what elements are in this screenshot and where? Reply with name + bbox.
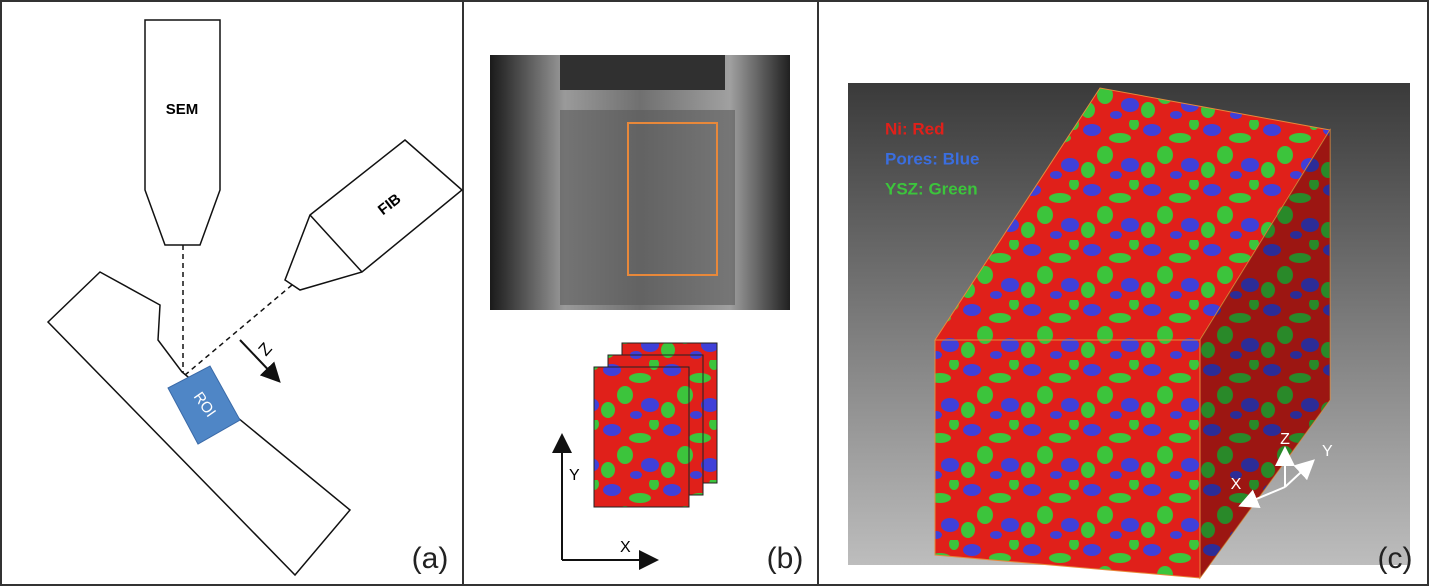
fib-beam [185, 285, 292, 375]
sem-column [145, 20, 220, 245]
z-label: Z [255, 339, 276, 359]
slice [594, 367, 689, 507]
panel-label: (c) [1378, 542, 1413, 575]
x-label: X [620, 539, 631, 556]
legend-entry: Ni: Red [885, 119, 945, 138]
volume-front [935, 340, 1200, 578]
panel-c: Ni: Red Pores: Blue YSZ: Green Z Y X (c) [848, 83, 1412, 578]
figure: SEM FIB ROI Z (a) Y X (b) Ni: Red Pores:… [0, 0, 1429, 586]
panel-label: (b) [767, 542, 804, 575]
sem-label: SEM [166, 101, 199, 118]
sem-image-top [560, 55, 725, 90]
y-label: Y [1322, 443, 1333, 460]
z-label: Z [1280, 431, 1290, 448]
legend-entry: YSZ: Green [885, 179, 978, 198]
panel-b: Y X (b) [490, 55, 803, 575]
panel-label: (a) [412, 542, 449, 575]
fib-column [285, 140, 462, 290]
x-label: X [1231, 476, 1242, 493]
legend-entry: Pores: Blue [885, 149, 979, 168]
panel-a: SEM FIB ROI Z (a) [48, 20, 462, 575]
y-label: Y [569, 467, 580, 484]
